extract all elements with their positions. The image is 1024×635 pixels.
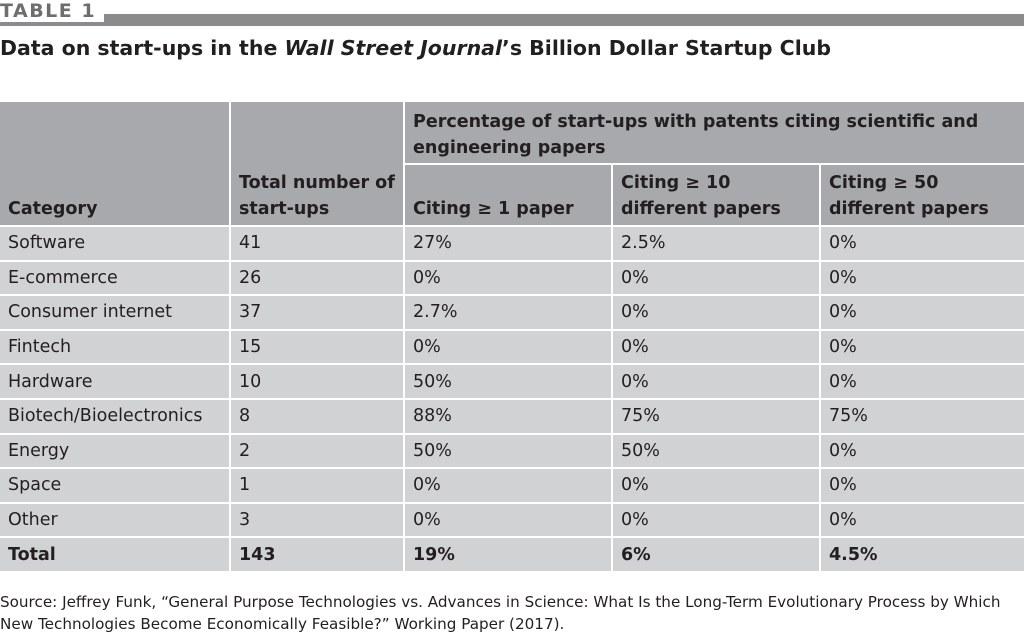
table-row: Fintech 15 0% 0% 0% [0,329,1024,366]
title-suffix: ’s Billion Dollar Startup Club [502,36,832,60]
cell-total: 41 [230,226,405,262]
table-row: Energy 2 50% 50% 0% [0,433,1024,470]
cell-citing-10: 0% [612,364,821,400]
cell-citing-1: 0% [404,468,613,504]
table-title: Data on start-ups in the Wall Street Jou… [0,34,831,62]
cell-citing-1: 19% [404,537,613,573]
cell-citing-1: 50% [404,433,613,470]
header-citing-1: Citing ≥ 1 paper [404,164,613,227]
cell-citing-10: 6% [612,537,821,573]
cell-citing-50: 0% [820,433,1024,470]
cell-total: 3 [230,502,405,539]
cell-category: E-commerce [0,260,231,297]
startup-data-table: Category Total number of start-ups Perce… [0,102,1024,573]
table-row: Space 1 0% 0% 0% [0,468,1024,504]
cell-citing-1: 88% [404,398,613,435]
cell-total: 37 [230,295,405,331]
cell-citing-1: 50% [404,364,613,400]
cell-total: 26 [230,260,405,297]
cell-citing-50: 0% [820,329,1024,366]
cell-citing-10: 2.5% [612,226,821,262]
cell-total: 2 [230,433,405,470]
cell-category: Energy [0,433,231,470]
cell-citing-1: 0% [404,260,613,297]
table-row: E-commerce 26 0% 0% 0% [0,260,1024,297]
cell-citing-50: 0% [820,260,1024,297]
cell-citing-50: 0% [820,295,1024,331]
cell-total: 15 [230,329,405,366]
cell-citing-1: 0% [404,502,613,539]
cell-citing-1: 0% [404,329,613,366]
title-prefix: Data on start-ups in the [0,36,285,60]
cell-total: 8 [230,398,405,435]
cell-category: Total [0,537,231,573]
header-rule [0,14,1024,26]
cell-category: Consumer internet [0,295,231,331]
cell-citing-50: 0% [820,226,1024,262]
cell-citing-50: 0% [820,502,1024,539]
cell-citing-10: 75% [612,398,821,435]
total-row: Total 143 19% 6% 4.5% [0,537,1024,573]
cell-category: Space [0,468,231,504]
title-publication: Wall Street Journal [284,36,503,60]
source-note: Source: Jeffrey Funk, “General Purpose T… [0,593,1001,633]
table-row: Consumer internet 37 2.7% 0% 0% [0,295,1024,331]
header-citing-10: Citing ≥ 10 different papers [612,164,821,227]
cell-citing-50: 75% [820,398,1024,435]
cell-citing-10: 0% [612,468,821,504]
cell-citing-1: 2.7% [404,295,613,331]
cell-total: 143 [230,537,405,573]
cell-citing-10: 0% [612,295,821,331]
cell-citing-1: 27% [404,226,613,262]
cell-citing-10: 50% [612,433,821,470]
cell-citing-10: 0% [612,260,821,297]
cell-category: Software [0,226,231,262]
cell-total: 1 [230,468,405,504]
cell-category: Hardware [0,364,231,400]
header-percentage-group: Percentage of start-ups with patents cit… [404,102,1024,165]
cell-category: Fintech [0,329,231,366]
table-row: Other 3 0% 0% 0% [0,502,1024,539]
table-row: Hardware 10 50% 0% 0% [0,364,1024,400]
header-citing-50: Citing ≥ 50 different papers [820,164,1024,227]
cell-category: Other [0,502,231,539]
cell-citing-10: 0% [612,502,821,539]
cell-citing-10: 0% [612,329,821,366]
cell-citing-50: 4.5% [820,537,1024,573]
table-label: TABLE 1 [0,0,105,22]
cell-citing-50: 0% [820,468,1024,504]
cell-category: Biotech/Bioelectronics [0,398,231,435]
cell-total: 10 [230,364,405,400]
header-total-startups: Total number of start-ups [230,102,405,227]
cell-citing-50: 0% [820,364,1024,400]
table-row: Software 41 27% 2.5% 0% [0,226,1024,262]
table-row: Biotech/Bioelectronics 8 88% 75% 75% [0,398,1024,435]
header-category: Category [0,102,231,227]
